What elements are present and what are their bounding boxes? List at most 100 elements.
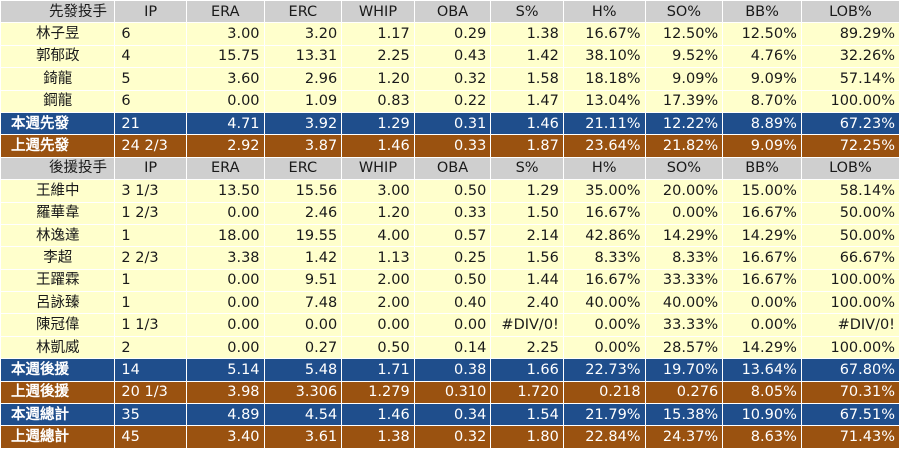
stat-cell: 1.29 [341, 111, 415, 136]
stat-cell: 67.23% [800, 111, 900, 136]
stat-cell: 35.00% [562, 179, 646, 203]
stat-cell: 42.86% [562, 223, 646, 248]
stat-cell: H% [562, 0, 646, 24]
row-label-cell: 鋼龍 [0, 89, 116, 113]
stat-cell: 1.38 [490, 22, 564, 46]
stat-cell: 1.09 [263, 89, 343, 113]
stat-cell: LOB% [800, 156, 900, 181]
stat-cell: 9.09% [722, 134, 802, 158]
stat-cell: 1.71 [341, 358, 415, 382]
row-label-cell: 王躍霖 [0, 268, 116, 293]
stat-cell: 21 [114, 111, 187, 136]
stat-cell: 0.00% [722, 291, 802, 315]
row-label-cell: 上週後援 [0, 380, 116, 405]
stat-cell: 0.31 [413, 111, 492, 136]
row-label-cell: 本週後援 [0, 358, 116, 382]
stat-cell: 0.29 [413, 22, 492, 46]
stat-cell: 0.32 [413, 67, 492, 91]
stat-cell: LOB% [800, 0, 900, 24]
stat-cell: 2.25 [490, 335, 564, 360]
player-row: 林凱威 2 0.00 0.27 0.50 0.14 2.25 0.00% 28.57% 14.29… [0, 335, 900, 360]
stat-cell: 8.89% [722, 111, 802, 136]
stat-cell: 22.73% [562, 358, 646, 382]
totals-last-week-row: 上週總計 45 3.40 3.61 1.38 0.32 1.80 22.84% 24.37% 8.… [0, 425, 900, 449]
stat-cell: 1.87 [490, 134, 564, 158]
stat-cell: 100.00% [800, 291, 900, 315]
stat-cell: 0.14 [413, 335, 492, 360]
stat-cell: 3.40 [185, 425, 265, 449]
stat-cell: 13.04% [562, 89, 646, 113]
stat-cell: 0.00% [562, 335, 646, 360]
player-row: 王維中 3 1/3 13.50 15.56 3.00 0.50 1.29 35.00% 20.0… [0, 179, 900, 203]
stat-cell: 0.33 [413, 201, 492, 225]
row-label-cell: 林凱威 [0, 335, 116, 360]
player-row: 呂詠臻 1 0.00 7.48 2.00 0.40 2.40 40.00% 40.00% 0.00… [0, 291, 900, 315]
stat-cell: 1.66 [490, 358, 564, 382]
stat-cell: 1.50 [490, 201, 564, 225]
stat-cell: 15.56 [263, 179, 343, 203]
stat-cell: 1.20 [341, 201, 415, 225]
relievers-this-week-row: 本週後援 14 5.14 5.48 1.71 0.38 1.66 22.73% 19.70% 13… [0, 358, 900, 382]
stat-cell: 0.00 [185, 313, 265, 337]
stat-cell: 4.89 [185, 403, 265, 427]
stat-cell: 1.44 [490, 268, 564, 293]
row-label-cell: 林逸達 [0, 223, 116, 248]
stat-cell: 1.279 [341, 380, 415, 405]
row-label-cell: 林子昱 [0, 22, 116, 46]
stat-cell: H% [562, 156, 646, 181]
stat-cell: 2.96 [263, 67, 343, 91]
stat-cell: 100.00% [800, 89, 900, 113]
stat-cell: 1.56 [490, 246, 564, 270]
player-row: 鋼龍 6 0.00 1.09 0.83 0.22 1.47 13.04% 17.39% 8.70%… [0, 89, 900, 113]
stat-cell: WHIP [341, 0, 415, 24]
stat-cell: 4.00 [341, 223, 415, 248]
stat-cell: 33.33% [644, 313, 724, 337]
stat-cell: 3.92 [263, 111, 343, 136]
stat-cell: 20 1/3 [114, 380, 187, 405]
stat-cell: SO% [644, 156, 724, 181]
stat-cell: 16.67% [722, 268, 802, 293]
row-label-cell: 上週先發 [0, 134, 116, 158]
stat-cell: 12.50% [722, 22, 802, 46]
stat-cell: 1 [114, 223, 187, 248]
stat-cell: 13.64% [722, 358, 802, 382]
stat-cell: 3 1/3 [114, 179, 187, 203]
stat-cell: 33.33% [644, 268, 724, 293]
stat-cell: 1.42 [263, 246, 343, 270]
stat-cell: 72.25% [800, 134, 900, 158]
stat-cell: 12.22% [644, 111, 724, 136]
stat-cell: 0.00% [562, 313, 646, 337]
stat-cell: 89.29% [800, 22, 900, 46]
stat-cell: 2.00 [341, 291, 415, 315]
stat-cell: 50.00% [800, 223, 900, 248]
stat-cell: 4.71 [185, 111, 265, 136]
stat-cell: 14.29% [644, 223, 724, 248]
stat-cell: 7.48 [263, 291, 343, 315]
stat-cell: 19.55 [263, 223, 343, 248]
stat-cell: 70.31% [800, 380, 900, 405]
stat-cell: 3.00 [341, 179, 415, 203]
stat-cell: 15.00% [722, 179, 802, 203]
stat-cell: 16.67% [562, 201, 646, 225]
stat-cell: 0.40 [413, 291, 492, 315]
stat-cell: SO% [644, 0, 724, 24]
stat-cell: 0.50 [341, 335, 415, 360]
stat-cell: 0.00% [722, 313, 802, 337]
stat-cell: 0.218 [562, 380, 646, 405]
stat-cell: 16.67% [722, 201, 802, 225]
stat-cell: 22.84% [562, 425, 646, 449]
stat-cell: 1.58 [490, 67, 564, 91]
stat-cell: 100.00% [800, 335, 900, 360]
stat-cell: 1 1/3 [114, 313, 187, 337]
stat-cell: 38.10% [562, 44, 646, 69]
stat-cell: 9.09% [722, 67, 802, 91]
stat-cell: 21.11% [562, 111, 646, 136]
row-label-cell: 羅華韋 [0, 201, 116, 225]
stat-cell: 1 2/3 [114, 201, 187, 225]
stat-cell: 0.00 [185, 335, 265, 360]
stat-cell: WHIP [341, 156, 415, 181]
stat-cell: 8.33% [562, 246, 646, 270]
stat-cell: 4.54 [263, 403, 343, 427]
stat-cell: 66.67% [800, 246, 900, 270]
stat-cell: 24.37% [644, 425, 724, 449]
